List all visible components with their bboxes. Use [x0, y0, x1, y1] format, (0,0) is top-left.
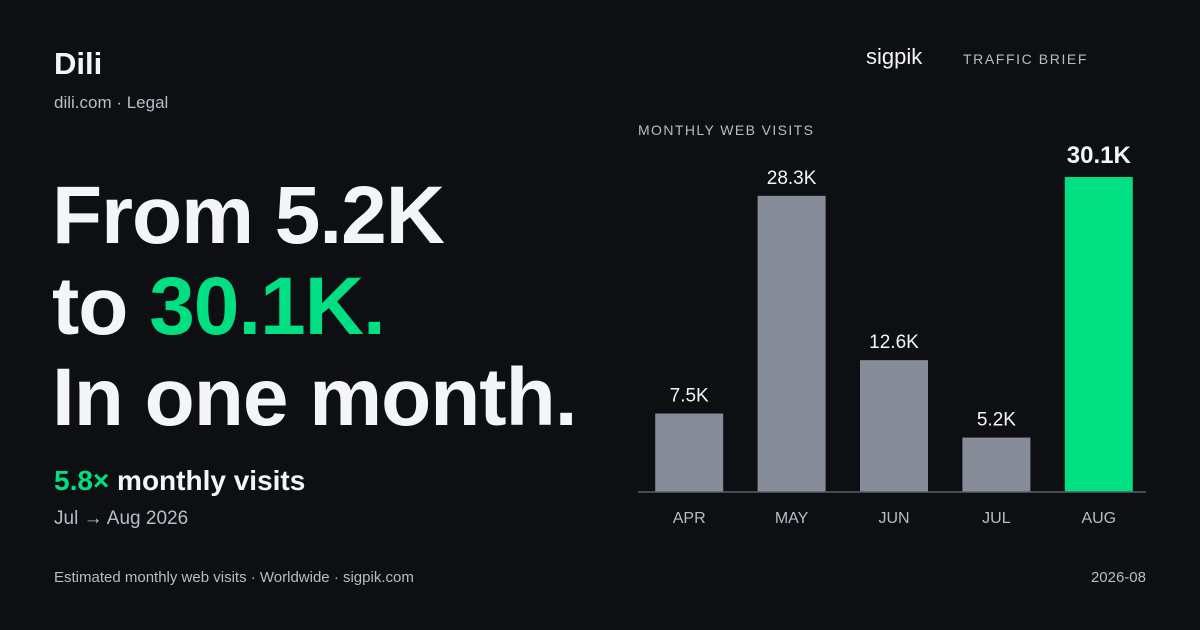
footer-source: Estimated monthly web visits · Worldwide…	[54, 569, 414, 586]
headline: From 5.2K to 30.1K. In one month.	[52, 170, 577, 443]
comparison-period: Jul → Aug 2026	[54, 508, 189, 529]
footer-date: 2026-08	[1090, 569, 1146, 586]
bar-jul	[962, 437, 1031, 492]
x-tick-apr: APR	[673, 510, 706, 527]
growth-multiplier: 5.8×	[54, 465, 110, 496]
bar-may	[757, 195, 826, 492]
headline-line-1: From 5.2K	[52, 170, 445, 261]
value-label-apr: 7.5K	[670, 386, 709, 407]
headline-line-3: In one month.	[52, 352, 577, 443]
value-label-may: 28.3K	[767, 168, 817, 189]
x-tick-aug: AUG	[1081, 510, 1116, 527]
headline-line-2-prefix: to	[52, 261, 150, 352]
value-label-aug: 30.1K	[1067, 142, 1132, 169]
bar-aug	[1064, 177, 1133, 492]
chart-title: MONTHLY WEB VISITS	[638, 122, 815, 138]
report-label: TRAFFIC BRIEF	[963, 51, 1089, 67]
brand-name: Dili	[54, 46, 103, 81]
x-tick-jul: JUL	[982, 510, 1011, 527]
bar-apr	[655, 413, 724, 492]
growth-label: monthly visits	[109, 465, 306, 496]
value-label-jun: 12.6K	[869, 332, 919, 353]
x-tick-jun: JUN	[878, 510, 909, 527]
x-tick-may: MAY	[775, 510, 809, 527]
value-label-jul: 5.2K	[977, 410, 1016, 431]
brand-subtitle: dili.com · Legal	[54, 93, 169, 112]
headline-line-2: to 30.1K.	[52, 261, 576, 352]
headline-highlight: 30.1K.	[149, 261, 386, 352]
bar-jun	[860, 360, 928, 492]
growth-metric: 5.8× monthly visits	[54, 465, 305, 497]
publisher-logo: sigpik	[866, 44, 923, 69]
